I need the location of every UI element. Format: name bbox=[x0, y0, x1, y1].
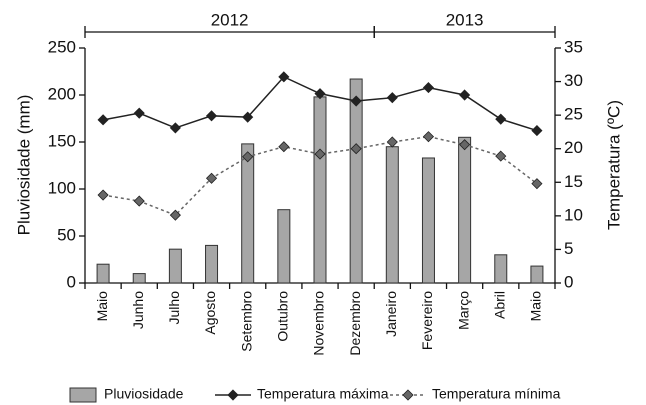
marker bbox=[350, 95, 362, 107]
marker bbox=[386, 92, 398, 104]
legend-label: Temperatura mínima bbox=[432, 386, 561, 402]
x-tick-label: Setembro bbox=[238, 291, 254, 352]
bar bbox=[313, 96, 327, 284]
y2-tick-label: 30 bbox=[564, 71, 583, 90]
y2-tick-label: 25 bbox=[564, 105, 583, 124]
bar bbox=[421, 157, 435, 284]
y2-tick-label: 5 bbox=[564, 239, 573, 258]
x-tick-label: Junho bbox=[130, 291, 146, 329]
legend-swatch bbox=[69, 387, 97, 403]
marker bbox=[133, 107, 145, 119]
y-tick-label: 250 bbox=[48, 37, 76, 56]
marker bbox=[459, 139, 471, 151]
marker bbox=[350, 143, 362, 155]
marker bbox=[495, 150, 507, 162]
x-tick-label: Abril bbox=[491, 291, 507, 319]
marker bbox=[133, 195, 145, 207]
bar bbox=[132, 273, 146, 284]
bar bbox=[168, 248, 182, 284]
bar bbox=[96, 263, 110, 284]
marker bbox=[97, 114, 109, 126]
marker bbox=[459, 89, 471, 101]
marker bbox=[169, 209, 181, 221]
marker bbox=[278, 71, 290, 83]
marker bbox=[242, 111, 254, 123]
x-tick-label: Fevereiro bbox=[419, 291, 435, 350]
group-label: 2012 bbox=[211, 10, 249, 29]
y2-axis-label: Temperatura (ºC) bbox=[604, 100, 623, 230]
legend-marker bbox=[402, 389, 414, 401]
bar bbox=[277, 209, 291, 284]
bar bbox=[458, 136, 472, 284]
bar bbox=[494, 254, 508, 284]
y2-tick-label: 35 bbox=[564, 37, 583, 56]
x-tick-label: Outubro bbox=[275, 291, 291, 342]
bar bbox=[205, 244, 219, 284]
marker bbox=[242, 151, 254, 163]
marker bbox=[314, 88, 326, 100]
y-tick-label: 100 bbox=[48, 178, 76, 197]
y2-tick-label: 20 bbox=[564, 138, 583, 157]
marker bbox=[422, 131, 435, 143]
y-tick-label: 150 bbox=[48, 131, 76, 150]
legend-label: Pluviosidade bbox=[104, 386, 184, 402]
y-axis-label: Pluviosidade (mm) bbox=[14, 95, 33, 236]
y-tick-label: 50 bbox=[57, 225, 76, 244]
x-tick-label: Maio bbox=[94, 291, 110, 322]
marker bbox=[205, 110, 218, 122]
x-tick-label: Novembro bbox=[311, 291, 327, 356]
legend-marker bbox=[227, 389, 239, 401]
x-tick-label: Agosto bbox=[202, 291, 218, 335]
marker bbox=[495, 113, 507, 125]
y2-tick-label: 0 bbox=[564, 272, 573, 291]
bar bbox=[349, 78, 363, 284]
marker bbox=[314, 148, 326, 160]
x-tick-label: Março bbox=[455, 291, 471, 330]
x-tick-label: Maio bbox=[528, 291, 544, 322]
y2-tick-label: 15 bbox=[564, 172, 583, 191]
marker bbox=[278, 141, 290, 153]
x-tick-label: Dezembro bbox=[347, 291, 363, 356]
x-tick-label: Julho bbox=[166, 291, 182, 325]
x-tick-label: Janeiro bbox=[383, 291, 399, 337]
marker bbox=[531, 125, 543, 137]
marker bbox=[531, 178, 543, 190]
group-label: 2013 bbox=[446, 10, 484, 29]
marker bbox=[422, 82, 435, 94]
marker bbox=[97, 189, 109, 201]
bar bbox=[385, 146, 399, 284]
bar bbox=[241, 143, 255, 284]
y2-tick-label: 10 bbox=[564, 205, 583, 224]
y-tick-label: 0 bbox=[67, 272, 76, 291]
marker bbox=[169, 122, 181, 134]
legend-label: Temperatura máxima bbox=[257, 386, 389, 402]
y-tick-label: 200 bbox=[48, 84, 76, 103]
marker bbox=[386, 136, 398, 148]
marker bbox=[205, 172, 218, 184]
bar bbox=[530, 265, 544, 284]
